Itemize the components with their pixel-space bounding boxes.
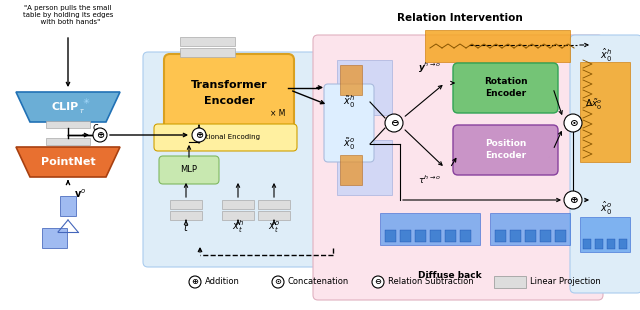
- Text: Positional Encoding: Positional Encoding: [191, 135, 259, 140]
- Text: $\hat{x}_0^h$: $\hat{x}_0^h$: [600, 46, 612, 64]
- Text: ⊙: ⊙: [568, 118, 577, 128]
- Bar: [619, 239, 627, 249]
- Circle shape: [564, 114, 582, 132]
- Bar: [222, 200, 254, 209]
- Text: $\tau^{h\rightarrow o}$: $\tau^{h\rightarrow o}$: [419, 174, 442, 186]
- Text: MLP: MLP: [180, 166, 198, 175]
- Text: × M: × M: [270, 108, 285, 117]
- Text: ✳: ✳: [83, 98, 90, 107]
- Bar: [337, 140, 392, 195]
- Bar: [42, 228, 67, 248]
- Text: Encoder: Encoder: [204, 95, 254, 105]
- Bar: [170, 200, 202, 209]
- Bar: [460, 230, 471, 242]
- FancyBboxPatch shape: [154, 124, 297, 151]
- FancyBboxPatch shape: [164, 54, 294, 131]
- Bar: [525, 230, 536, 242]
- Text: PointNet: PointNet: [41, 157, 95, 167]
- Text: ⊙: ⊙: [275, 277, 282, 286]
- Bar: [180, 48, 235, 57]
- Text: Linear Projection: Linear Projection: [530, 277, 601, 286]
- Bar: [555, 230, 566, 242]
- Text: $\hat{x}_0^o$: $\hat{x}_0^o$: [600, 199, 612, 217]
- FancyBboxPatch shape: [159, 156, 219, 184]
- Bar: [46, 121, 90, 128]
- Text: Relation Subtraction: Relation Subtraction: [388, 277, 474, 286]
- Bar: [583, 239, 591, 249]
- Circle shape: [189, 276, 201, 288]
- Bar: [490, 213, 570, 245]
- Bar: [425, 30, 570, 62]
- Bar: [337, 60, 392, 115]
- Text: $c$: $c$: [92, 122, 100, 132]
- Bar: [400, 230, 411, 242]
- Bar: [340, 155, 362, 185]
- Bar: [580, 62, 630, 162]
- Text: $\tilde{x}_0^o$: $\tilde{x}_0^o$: [343, 136, 355, 152]
- Text: "A person pulls the small
table by holding its edges
  with both hands": "A person pulls the small table by holdi…: [23, 5, 113, 25]
- Bar: [495, 230, 506, 242]
- Text: Position: Position: [485, 140, 526, 148]
- Text: $x_t^o$: $x_t^o$: [268, 219, 280, 235]
- Text: ⊖: ⊖: [374, 277, 381, 286]
- Circle shape: [93, 128, 107, 142]
- FancyBboxPatch shape: [324, 84, 374, 162]
- Text: ⊕: ⊕: [195, 130, 203, 140]
- Bar: [430, 230, 441, 242]
- Text: Concatenation: Concatenation: [288, 277, 349, 286]
- Text: Rotation: Rotation: [484, 78, 527, 86]
- Bar: [46, 138, 90, 145]
- Circle shape: [192, 128, 206, 142]
- Text: $_T$: $_T$: [79, 108, 85, 117]
- Text: Encoder: Encoder: [485, 152, 526, 161]
- Text: Encoder: Encoder: [485, 90, 526, 99]
- Text: $\boldsymbol{y}^{h\rightarrow o}$: $\boldsymbol{y}^{h\rightarrow o}$: [419, 61, 442, 75]
- Circle shape: [385, 114, 403, 132]
- Text: Transformer: Transformer: [191, 79, 268, 90]
- Text: ⊕: ⊕: [191, 277, 198, 286]
- Text: Addition: Addition: [205, 277, 240, 286]
- Bar: [494, 276, 526, 288]
- FancyBboxPatch shape: [313, 35, 603, 300]
- Bar: [607, 239, 615, 249]
- FancyBboxPatch shape: [453, 125, 558, 175]
- Bar: [380, 213, 480, 245]
- Polygon shape: [16, 92, 120, 122]
- Bar: [180, 37, 235, 46]
- Bar: [170, 211, 202, 220]
- FancyBboxPatch shape: [143, 52, 323, 267]
- Circle shape: [272, 276, 284, 288]
- Circle shape: [564, 191, 582, 209]
- Text: $x_t^h$: $x_t^h$: [232, 219, 244, 235]
- Text: ⊖: ⊖: [390, 118, 398, 128]
- Text: $\Delta\tilde{x}_0^o$: $\Delta\tilde{x}_0^o$: [585, 98, 602, 112]
- FancyBboxPatch shape: [570, 35, 640, 293]
- FancyBboxPatch shape: [453, 63, 558, 113]
- Text: $t$: $t$: [183, 221, 189, 233]
- Text: ⊕: ⊕: [96, 130, 104, 140]
- Text: $\mathbf{v}^o$: $\mathbf{v}^o$: [74, 188, 86, 200]
- Bar: [540, 230, 551, 242]
- Bar: [415, 230, 426, 242]
- Text: CLIP: CLIP: [51, 102, 79, 112]
- Bar: [510, 230, 521, 242]
- Text: Relation Intervention: Relation Intervention: [397, 13, 523, 23]
- Circle shape: [372, 276, 384, 288]
- Bar: [258, 211, 290, 220]
- Bar: [60, 196, 76, 216]
- Polygon shape: [16, 147, 120, 177]
- Text: $\tilde{x}_0^h$: $\tilde{x}_0^h$: [343, 94, 355, 110]
- Bar: [445, 230, 456, 242]
- Text: Diffuse back: Diffuse back: [418, 271, 482, 280]
- Text: ⊕: ⊕: [568, 195, 577, 205]
- Bar: [580, 217, 630, 252]
- Bar: [258, 200, 290, 209]
- Bar: [595, 239, 603, 249]
- Bar: [385, 230, 396, 242]
- Bar: [222, 211, 254, 220]
- Bar: [340, 65, 362, 95]
